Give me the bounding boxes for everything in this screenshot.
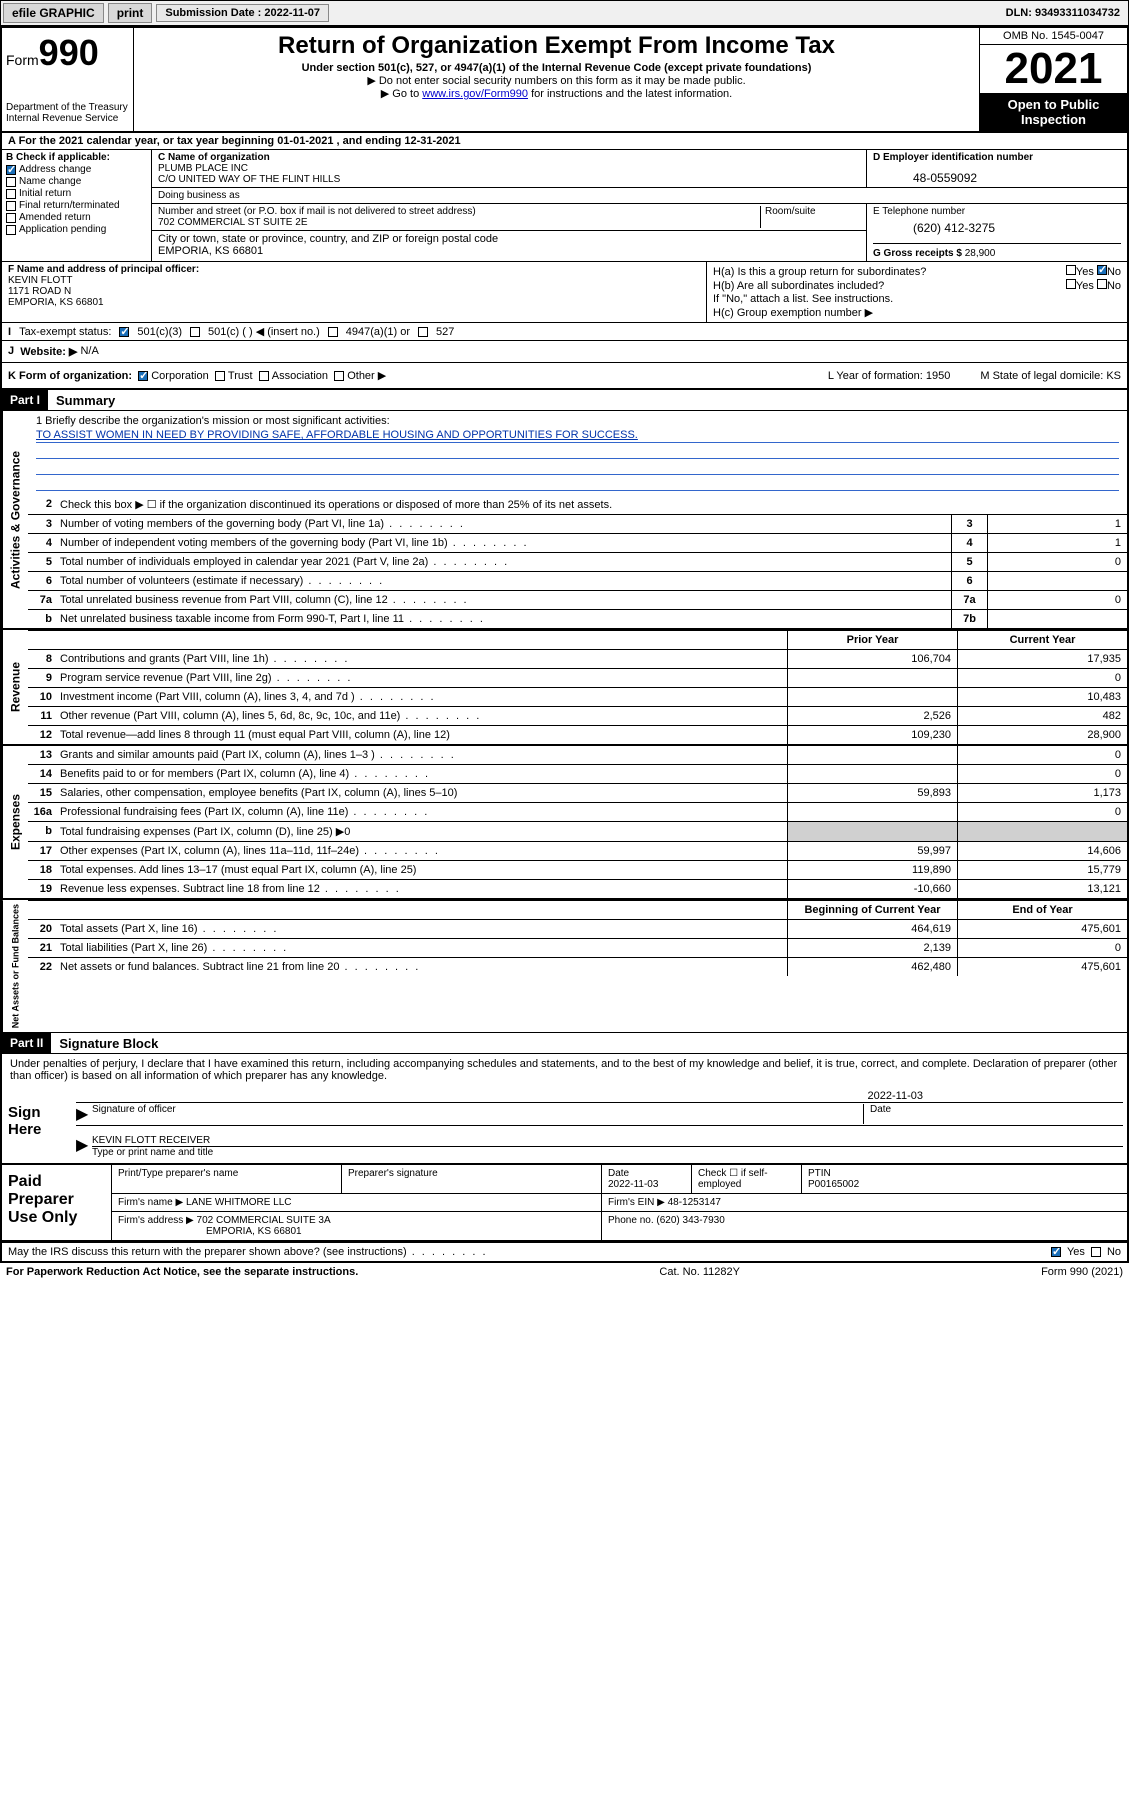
chk-ha-no[interactable] (1097, 265, 1107, 275)
side-expenses: Expenses (2, 746, 28, 898)
form-header: Form990 Department of the Treasury Inter… (2, 28, 1127, 133)
chk-discuss-no[interactable] (1091, 1247, 1101, 1257)
paid-preparer: Paid Preparer Use Only Print/Type prepar… (2, 1165, 1127, 1242)
city-state-zip: EMPORIA, KS 66801 (158, 245, 860, 257)
form-ref: Form 990 (2021) (1041, 1266, 1123, 1278)
chk-501c3[interactable] (119, 327, 129, 337)
form-outer: Form990 Department of the Treasury Inter… (0, 26, 1129, 1263)
goto-note: Go to www.irs.gov/Form990 for instructio… (142, 87, 971, 100)
chk-501c[interactable] (190, 327, 200, 337)
dln-label: DLN: 93493311034732 (1006, 7, 1126, 19)
part1-header: Part I Summary (2, 390, 1127, 411)
chk-name-change[interactable] (6, 177, 16, 187)
block-bc: B Check if applicable: Address change Na… (2, 150, 1127, 262)
top-bar: efile GRAPHIC print Submission Date : 20… (0, 0, 1129, 26)
part2-header: Part II Signature Block (2, 1033, 1127, 1054)
form-number: 990 (39, 32, 99, 73)
ssn-note: Do not enter social security numbers on … (142, 74, 971, 87)
form-subtitle: Under section 501(c), 527, or 4947(a)(1)… (142, 62, 971, 74)
b-label: B Check if applicable: (6, 152, 147, 163)
col-c: C Name of organization PLUMB PLACE INC C… (152, 150, 1127, 261)
firm-ein: 48-1253147 (668, 1197, 721, 1208)
name-arrow-icon: ▶ (76, 1135, 92, 1158)
gross-receipts: 28,900 (965, 248, 996, 259)
group-return: H(a) Is this a group return for subordin… (707, 262, 1127, 322)
irs-label: Internal Revenue Service (6, 113, 129, 124)
chk-discuss-yes[interactable] (1051, 1247, 1061, 1257)
ein-value: 48-0559092 (873, 163, 1121, 185)
mission-block: 1 Briefly describe the organization's mi… (28, 411, 1127, 495)
room-suite: Room/suite (760, 206, 860, 228)
chk-other[interactable] (334, 371, 344, 381)
header-left: Form990 Department of the Treasury Inter… (2, 28, 134, 131)
cat-no: Cat. No. 11282Y (659, 1266, 740, 1278)
chk-hb-yes[interactable] (1066, 279, 1076, 289)
form-prefix: Form (6, 52, 39, 68)
chk-527[interactable] (418, 327, 428, 337)
chk-app-pending[interactable] (6, 225, 16, 235)
header-right: OMB No. 1545-0047 2021 Open to Public In… (979, 28, 1127, 131)
state-domicile: M State of legal domicile: KS (980, 370, 1121, 382)
chk-address-change[interactable] (6, 165, 16, 175)
chk-assoc[interactable] (259, 371, 269, 381)
phone-value: (620) 412-3275 (873, 217, 1121, 243)
side-net-assets: Net Assets or Fund Balances (2, 900, 28, 1032)
submission-date: Submission Date : 2022-11-07 (156, 4, 329, 22)
sign-arrow-icon: ▶ (76, 1104, 92, 1124)
firm-name: LANE WHITMORE LLC (186, 1197, 292, 1208)
sign-here: Sign Here 2022-11-03 ▶ Signature of offi… (2, 1086, 1127, 1165)
year-formation: L Year of formation: 1950 (828, 370, 951, 382)
print-button[interactable]: print (108, 3, 153, 23)
officer-name: KEVIN FLOTT RECEIVER (92, 1135, 1123, 1147)
website-value: N/A (80, 345, 98, 358)
chk-final[interactable] (6, 201, 16, 211)
sig-date-top: 2022-11-03 (76, 1090, 1123, 1103)
website-row: J Website: ▶ N/A (2, 341, 1127, 363)
bottom-line: For Paperwork Reduction Act Notice, see … (0, 1263, 1129, 1281)
dba-row: Doing business as (152, 188, 1127, 204)
org-name-block: C Name of organization PLUMB PLACE INC C… (152, 150, 867, 187)
principal-officer: F Name and address of principal officer:… (2, 262, 707, 322)
form-title: Return of Organization Exempt From Incom… (142, 32, 971, 60)
efile-label: efile GRAPHIC (3, 3, 104, 23)
tax-exempt-status: I Tax-exempt status: 501(c)(3) 501(c) ( … (2, 323, 1127, 341)
street-address: 702 COMMERCIAL ST SUITE 2E (158, 217, 760, 228)
chk-trust[interactable] (215, 371, 225, 381)
mission-text: TO ASSIST WOMEN IN NEED BY PROVIDING SAF… (36, 429, 1119, 443)
side-revenue: Revenue (2, 630, 28, 744)
dept-label: Department of the Treasury (6, 102, 129, 113)
ein-block: D Employer identification number 48-0559… (867, 150, 1127, 187)
row-a: A For the 2021 calendar year, or tax yea… (2, 133, 1127, 150)
chk-ha-yes[interactable] (1066, 265, 1076, 275)
sig-declaration: Under penalties of perjury, I declare th… (2, 1054, 1127, 1086)
tax-year: 2021 (980, 45, 1127, 93)
chk-hb-no[interactable] (1097, 279, 1107, 289)
col-b: B Check if applicable: Address change Na… (2, 150, 152, 261)
side-governance: Activities & Governance (2, 411, 28, 628)
discuss-row: May the IRS discuss this return with the… (2, 1242, 1127, 1261)
irs-link[interactable]: www.irs.gov/Form990 (422, 88, 528, 100)
firm-phone: (620) 343-7930 (656, 1215, 724, 1226)
form-of-org: K Form of organization: Corporation Trus… (2, 363, 1127, 390)
chk-amended[interactable] (6, 213, 16, 223)
open-public: Open to Public Inspection (980, 93, 1127, 131)
chk-initial[interactable] (6, 189, 16, 199)
row-fh: F Name and address of principal officer:… (2, 262, 1127, 323)
ptin-value: P00165002 (808, 1179, 859, 1190)
org-name: PLUMB PLACE INC (158, 163, 860, 174)
org-co: C/O UNITED WAY OF THE FLINT HILLS (158, 174, 860, 185)
chk-4947[interactable] (328, 327, 338, 337)
header-mid: Return of Organization Exempt From Incom… (134, 28, 979, 131)
chk-corp[interactable] (138, 371, 148, 381)
omb-number: OMB No. 1545-0047 (980, 28, 1127, 45)
